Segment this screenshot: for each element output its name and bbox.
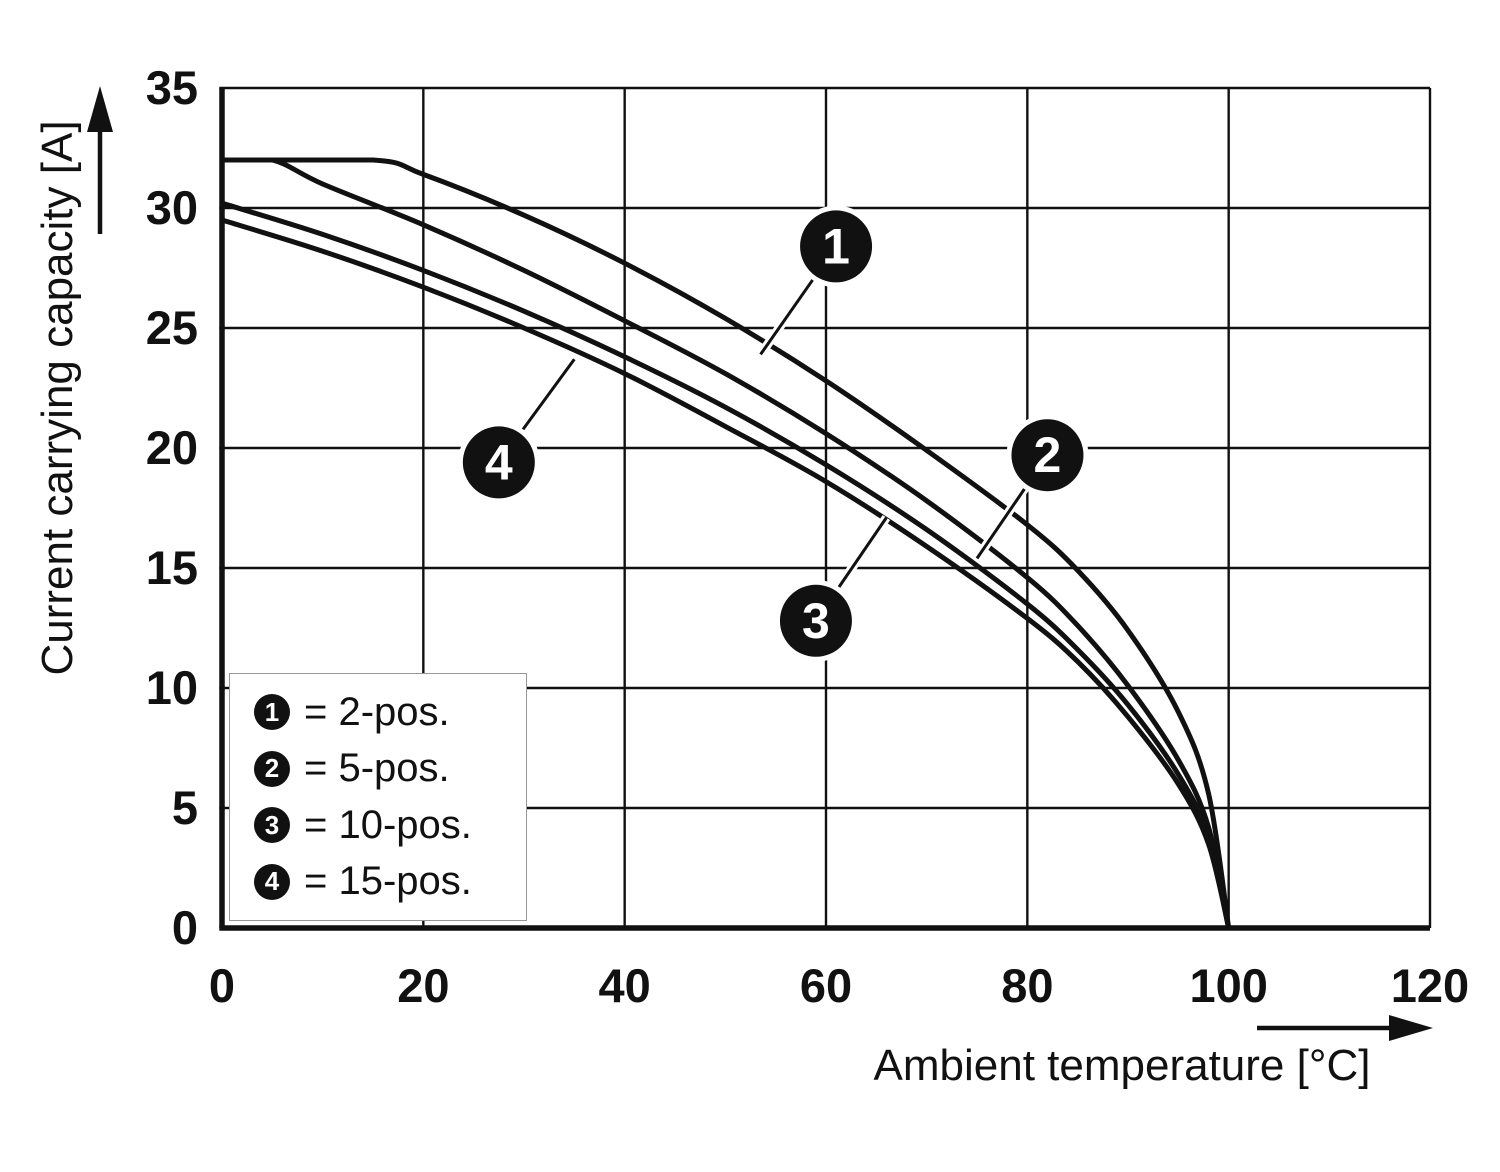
callout-number: 4 [485, 434, 513, 490]
legend-label: = 2-pos. [304, 689, 450, 734]
x-tick-label: 60 [800, 959, 852, 1012]
x-arrow-head [1389, 1015, 1433, 1041]
callout-4: 4 [457, 356, 578, 504]
callout-number: 3 [802, 593, 830, 649]
legend-item-3: 3 = 10-pos. [254, 803, 520, 848]
curve-2-5-pos [219, 157, 1232, 931]
legend-marker-3-icon: 3 [254, 807, 290, 844]
callout-circle [1011, 419, 1084, 492]
y-tick-label: 35 [146, 61, 198, 114]
callout-2: 2 [973, 414, 1089, 561]
y-tick-label: 5 [172, 781, 198, 834]
legend-label: = 10-pos. [304, 802, 472, 847]
x-tick-label: 0 [209, 959, 235, 1012]
legend-marker-4-icon: 4 [254, 863, 290, 900]
tick-labels: 0 20 40 60 80 100 120 0 5 10 15 20 25 30 35 [146, 61, 1469, 1012]
x-tick-label: 40 [599, 959, 651, 1012]
curve-4-15-pos [219, 217, 1232, 931]
x-axis-arrow-icon [1257, 1015, 1433, 1041]
callout-line [521, 358, 576, 432]
y-tick-label: 25 [146, 301, 198, 354]
y-tick-label: 20 [146, 421, 198, 474]
y-tick-label: 0 [172, 901, 198, 954]
callout-circle [800, 210, 873, 283]
y-arrow-head [87, 86, 113, 132]
callout-3: 3 [774, 515, 891, 662]
legend-item-1: 1 = 2-pos. [254, 690, 520, 735]
x-tick-label: 120 [1391, 959, 1469, 1012]
callout-line [759, 278, 815, 356]
callout-line [837, 516, 888, 589]
callout-1: 1 [756, 205, 878, 357]
x-tick-label: 100 [1189, 959, 1267, 1012]
curve-3-10-pos [219, 200, 1232, 931]
legend-item-2: 2 = 5-pos. [254, 746, 520, 791]
x-tick-label: 80 [1001, 959, 1053, 1012]
x-axis-label: Ambient temperature [°C] [873, 1041, 1371, 1090]
legend-label: = 15-pos. [304, 859, 472, 904]
callout-number: 2 [1034, 427, 1062, 483]
y-axis-arrow-icon [87, 86, 113, 234]
legend-label: = 5-pos. [304, 746, 450, 791]
y-tick-label: 30 [146, 181, 198, 234]
y-tick-label: 15 [146, 541, 198, 594]
legend-item-4: 4 = 15-pos. [254, 859, 520, 904]
curves [219, 157, 1232, 931]
callout-line [975, 487, 1027, 560]
y-axis-label: Current carrying capacity [A] [33, 120, 82, 676]
y-tick-label: 10 [146, 661, 198, 714]
x-tick-label: 20 [397, 959, 449, 1012]
curve-callouts: 1 2 3 4 [457, 205, 1089, 662]
legend-marker-2-icon: 2 [254, 750, 290, 787]
callout-number: 1 [822, 218, 850, 274]
legend-marker-1-icon: 1 [254, 694, 290, 731]
legend: 1 = 2-pos. 2 = 5-pos. 3 = 10-pos. 4 = 15-pos. [229, 673, 527, 921]
curve-1-2-pos [219, 157, 1232, 931]
callout-circle [462, 426, 535, 499]
callout-circle [779, 584, 852, 657]
